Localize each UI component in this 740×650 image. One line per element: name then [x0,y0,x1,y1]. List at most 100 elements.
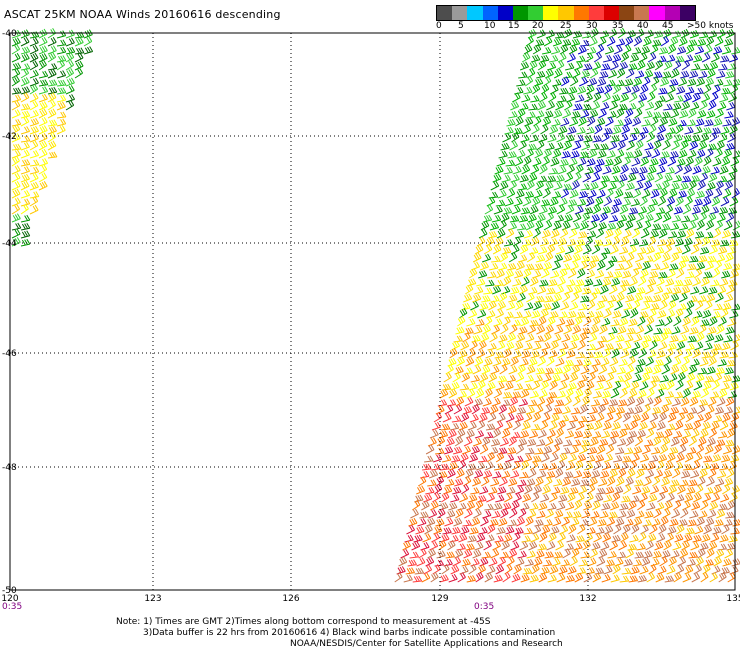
wind-barb [604,271,614,279]
wind-barb [414,494,424,503]
wind-barb [696,404,706,415]
wind-barb [470,374,480,383]
wind-barb [669,78,679,87]
wind-barb [74,47,85,55]
wind-barb [537,175,548,183]
wind-barb [503,166,513,175]
wind-barb [545,324,554,335]
wind-barb [597,36,607,47]
wind-barb [605,559,615,567]
wind-barb [507,405,517,415]
wind-barb [565,62,575,71]
wind-barb [522,454,533,463]
wind-barb [571,253,581,263]
wind-barb [603,127,613,135]
wind-barb [581,510,591,519]
wind-barb [725,212,735,223]
wind-barb [690,101,700,111]
wind-barb [421,572,431,583]
wind-barb [681,245,691,255]
wind-barb [451,455,461,463]
wind-barb [612,563,621,575]
wind-barb [574,499,583,511]
wind-barb [624,78,634,87]
wind-barb [639,268,649,279]
wind-barb [616,476,625,487]
wind-barb [669,150,679,159]
wind-barb [698,510,708,519]
wind-barb [677,556,687,567]
wind-barb [601,502,611,511]
wind-barb [558,125,568,135]
map-title: ASCAT 25KM NOAA Winds 20160616 descendin… [4,8,281,21]
wind-barb [29,196,39,207]
wind-barb [609,540,618,551]
wind-barb [526,68,536,79]
wind-barb [497,486,507,495]
wind-barb [718,133,728,143]
wind-barb [657,124,667,135]
wind-barb [658,412,668,423]
wind-barb [649,524,658,535]
wind-barb [556,132,566,143]
wind-barb [473,398,483,407]
wind-barb [472,549,482,559]
wind-barb [635,468,645,479]
wind-barb [583,63,593,71]
wind-barb [715,108,724,119]
wind-barb [607,366,617,375]
wind-barb [443,558,453,567]
wind-barb [455,326,465,335]
wind-barb [659,187,668,199]
wind-barb [493,502,503,511]
wind-barb [47,131,56,143]
wind-barb [547,574,557,583]
wind-barb [521,350,531,359]
wind-barb [479,372,489,383]
wind-barb [606,406,616,415]
wind-barb [625,252,635,263]
wind-barb [625,548,634,559]
wind-barb [623,191,634,199]
wind-barb [695,261,706,271]
wind-barb [711,379,720,391]
wind-barb [580,295,590,303]
wind-barb [534,148,544,159]
wind-barb [647,52,657,63]
wind-barb [712,46,723,55]
wind-barb [514,86,524,95]
wind-barb [515,261,525,271]
wind-barb [519,174,529,183]
wind-barb [613,270,623,279]
wind-barb [526,478,536,487]
wind-barb [551,261,561,271]
wind-barb [650,303,660,311]
wind-barb [595,527,605,535]
wind-barb [458,533,468,543]
wind-barb [491,214,502,223]
wind-barb [611,534,621,543]
wind-barb [562,109,572,119]
wind-barb [29,204,39,215]
wind-barb [542,485,552,495]
wind-barb [696,516,705,527]
wind-barb [579,404,589,415]
wind-barb [655,460,665,471]
wind-barb [669,36,679,47]
wind-barb [630,566,640,575]
wind-barb [574,572,584,583]
wind-barb [549,492,558,503]
wind-barb [633,221,643,231]
wind-barb [515,443,525,455]
wind-barb [606,79,616,87]
wind-barb [621,124,631,135]
wind-barb [518,507,527,519]
wind-barb [465,543,475,551]
wind-barb [593,164,603,175]
wind-barb [731,375,740,383]
wind-barb [454,366,464,375]
wind-barb [443,372,452,383]
wind-barb [570,517,580,527]
wind-barb [29,166,40,175]
wind-barb [506,486,516,495]
